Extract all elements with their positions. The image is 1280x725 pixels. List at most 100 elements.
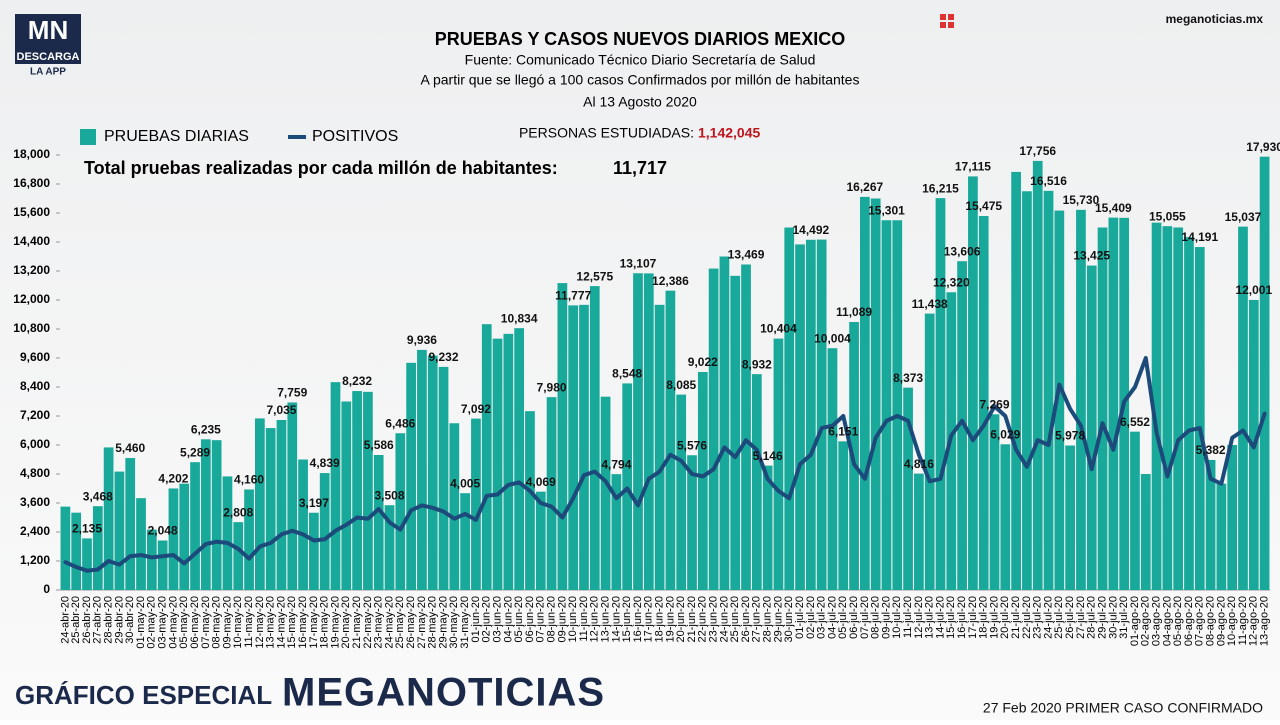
bar (557, 283, 568, 590)
x-tick-label: 13-ago-20 (1259, 596, 1271, 646)
x-tick-label: 30-jul-20 (1107, 596, 1119, 639)
bar (1227, 445, 1238, 590)
x-tick-label: 11-jul-20 (902, 596, 914, 638)
bar (395, 433, 406, 590)
x-tick-label: 25-may-20 (394, 596, 406, 649)
x-tick-label: 24-jul-20 (1042, 596, 1054, 639)
data-label: 7,035 (266, 403, 296, 417)
data-label: 3,197 (299, 496, 329, 510)
x-tick-label: 13-jul-20 (924, 596, 936, 639)
data-label: 6,151 (828, 425, 858, 439)
annotation-value: 11,717 (613, 158, 667, 178)
y-tick-label: 3,600 (20, 495, 50, 509)
subtitle: Fuente: Comunicado Técnico Diario Secret… (465, 52, 816, 68)
x-tick-label: 18-jun-20 (654, 596, 666, 642)
bar (719, 256, 730, 590)
x-tick-label: 03-jul-20 (816, 596, 828, 639)
x-tick-label: 26-abr-20 (81, 596, 93, 644)
bar (82, 538, 92, 590)
data-label: 10,004 (814, 331, 851, 345)
x-tick-label: 05-ago-20 (1172, 596, 1184, 646)
data-label: 16,516 (1030, 174, 1067, 188)
data-label: 17,756 (1019, 144, 1056, 158)
x-tick-label: 17-may-20 (308, 596, 320, 649)
bar (816, 239, 827, 591)
bar (1259, 156, 1270, 591)
x-tick-label: 11-jun-20 (578, 596, 590, 642)
x-tick-label: 08-jul-20 (870, 596, 882, 639)
bar (319, 473, 330, 590)
bar (298, 459, 308, 590)
x-tick-label: 11-ago-20 (1237, 596, 1249, 645)
bar (924, 313, 935, 590)
data-label: 6,235 (191, 422, 221, 436)
x-tick-label: 31-jul-20 (1118, 596, 1130, 639)
x-tick-label: 28-jun-20 (762, 596, 774, 642)
bar (1065, 445, 1075, 590)
x-tick-label: 12-may-20 (254, 596, 266, 649)
bar (568, 305, 579, 590)
bar (903, 387, 913, 590)
site: meganoticias.mx (1166, 12, 1264, 26)
y-tick-label: 15,600 (13, 205, 50, 219)
x-tick-label: 13-may-20 (265, 596, 277, 649)
bar (1216, 483, 1227, 590)
data-label: 11,438 (912, 297, 948, 311)
bar (860, 196, 870, 590)
data-label: 11,777 (555, 289, 591, 303)
x-tick-label: 28-may-20 (427, 596, 439, 649)
x-tick-label: 22-jun-20 (697, 596, 709, 642)
legend-label: POSITIVOS (312, 128, 398, 145)
x-tick-label: 17-jul-20 (967, 596, 979, 639)
bar (935, 198, 946, 590)
x-tick-label: 09-may-20 (221, 596, 233, 649)
x-tick-label: 14-may-20 (275, 596, 287, 649)
x-tick-label: 13-jun-20 (599, 596, 611, 642)
bar (1086, 265, 1097, 590)
data-label: 15,730 (1063, 193, 1100, 207)
x-tick-label: 12-ago-20 (1248, 596, 1260, 646)
data-label: 7,269 (979, 398, 1009, 412)
data-label: 4,794 (601, 457, 631, 471)
x-tick-label: 24-abr-20 (59, 596, 71, 644)
x-tick-label: 10-may-20 (232, 596, 244, 649)
data-label: 13,425 (1073, 249, 1110, 263)
bar (1097, 227, 1108, 590)
logo-box (15, 14, 81, 64)
data-label: 8,373 (893, 371, 923, 385)
bar (633, 273, 643, 590)
x-tick-label: 04-jul-20 (826, 596, 838, 639)
x-tick-label: 11-may-20 (243, 596, 255, 648)
bar (352, 391, 362, 590)
icon (940, 22, 946, 28)
bar (233, 522, 244, 590)
annotation-value: 1,142,045 (698, 125, 760, 141)
bar (265, 428, 276, 590)
bar (60, 506, 71, 590)
bar (654, 304, 665, 590)
x-tick-label: 01-jul-20 (794, 596, 806, 639)
y-tick-label: 14,400 (13, 234, 50, 248)
footer-right: 27 Feb 2020 PRIMER CASO CONFIRMADO (983, 700, 1263, 716)
bar (1173, 227, 1184, 590)
x-tick-label: 20-jun-20 (675, 596, 687, 642)
x-tick-label: 27-abr-20 (92, 596, 104, 644)
bar (579, 304, 589, 590)
data-label: 2,808 (223, 505, 253, 519)
bar (643, 273, 654, 590)
data-label: 5,576 (677, 438, 707, 452)
data-label: 10,404 (760, 322, 797, 336)
bar (449, 423, 460, 590)
y-tick-label: 13,200 (13, 263, 50, 277)
x-tick-label: 06-jul-20 (848, 596, 860, 639)
bar (805, 239, 816, 590)
data-label: 16,215 (922, 181, 959, 195)
data-label: 12,575 (576, 269, 613, 283)
x-tick-label: 19-jul-20 (988, 596, 1000, 639)
bar (1130, 431, 1140, 590)
bar (525, 411, 535, 590)
data-label: 7,092 (461, 402, 491, 416)
y-tick-label: 18,000 (13, 147, 50, 161)
data-label: 13,469 (728, 248, 765, 262)
